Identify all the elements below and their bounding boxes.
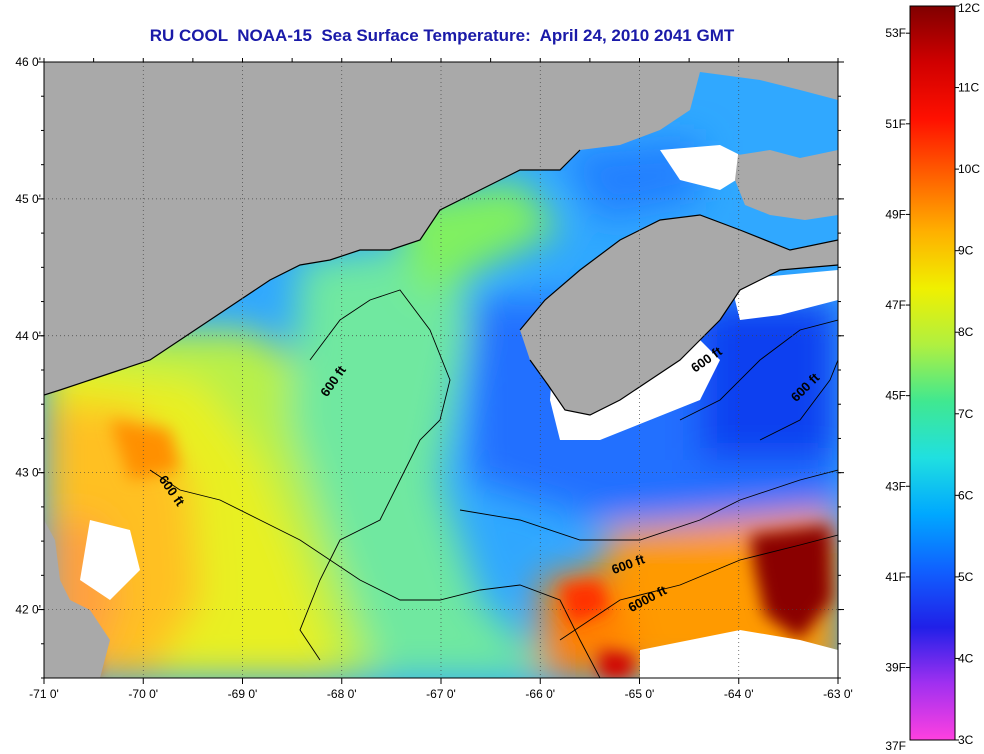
latitude-axis: 46 0' 45 0' 44 0' 43 0' 42 0' <box>15 55 844 679</box>
colorbar-celsius-labels: 12C 11C 10C 9C 8C 7C 6C 5C 4C 3C <box>955 1 980 747</box>
colorbar-f-label: 39F <box>885 661 906 675</box>
colorbar-f-label: 53F <box>885 26 906 40</box>
y-tick-label: 45 0' <box>15 192 41 206</box>
map-frame <box>44 62 838 678</box>
colorbar-f-label: 37F <box>885 739 906 753</box>
colorbar-c-label: 6C <box>958 488 974 502</box>
x-tick-label: -65 0' <box>625 687 655 701</box>
x-tick-label: -64 0' <box>724 687 754 701</box>
colorbar-c-label: 5C <box>958 570 974 584</box>
colorbar-c-label: 12C <box>958 1 980 15</box>
colorbar-c-label: 9C <box>958 244 974 258</box>
x-tick-label: -69 0' <box>228 687 258 701</box>
colorbar-c-label: 10C <box>958 162 980 176</box>
longitude-axis: -71 0' -70 0' -69 0' -68 0' -67 0' -66 0' -65 … <box>29 58 853 701</box>
land <box>44 62 838 678</box>
y-tick-label: 42 0' <box>15 603 41 617</box>
colorbar-fahrenheit-labels: 53F 51F 49F 47F 45F 43F 41F 39F 37F <box>885 26 910 753</box>
colorbar-f-label: 47F <box>885 298 906 312</box>
colorbar: 12C 11C 10C 9C 8C 7C 6C 5C 4C 3C 53F 51F 49F 47F 45F 4… <box>885 1 980 753</box>
colorbar-c-label: 8C <box>958 325 974 339</box>
x-tick-label: -63 0' <box>823 687 853 701</box>
y-tick-label: 46 0' <box>15 55 41 69</box>
x-tick-label: -67 0' <box>426 687 456 701</box>
colorbar-f-label: 45F <box>885 389 906 403</box>
x-tick-label: -66 0' <box>525 687 555 701</box>
warm-core <box>44 420 832 678</box>
colorbar-f-label: 43F <box>885 479 906 493</box>
colorbar-f-label: 51F <box>885 117 906 131</box>
y-tick-label: 43 0' <box>15 466 41 480</box>
x-tick-label: -70 0' <box>128 687 158 701</box>
coastline <box>44 149 838 416</box>
colorbar-c-label: 4C <box>958 651 974 665</box>
x-tick-label: -71 0' <box>29 687 59 701</box>
y-tick-label: 44 0' <box>15 329 41 343</box>
colorbar-c-label: 11C <box>958 81 979 95</box>
colorbar-c-label: 3C <box>958 733 974 747</box>
x-tick-label: -68 0' <box>327 687 357 701</box>
bathymetry-contours <box>149 289 838 678</box>
colorbar-scale <box>909 5 956 741</box>
map-title: RU COOL NOAA-15 Sea Surface Temperature:… <box>149 26 735 45</box>
colorbar-c-label: 7C <box>958 407 974 421</box>
colorbar-f-label: 49F <box>885 207 906 221</box>
colorbar-f-label: 41F <box>885 570 906 584</box>
